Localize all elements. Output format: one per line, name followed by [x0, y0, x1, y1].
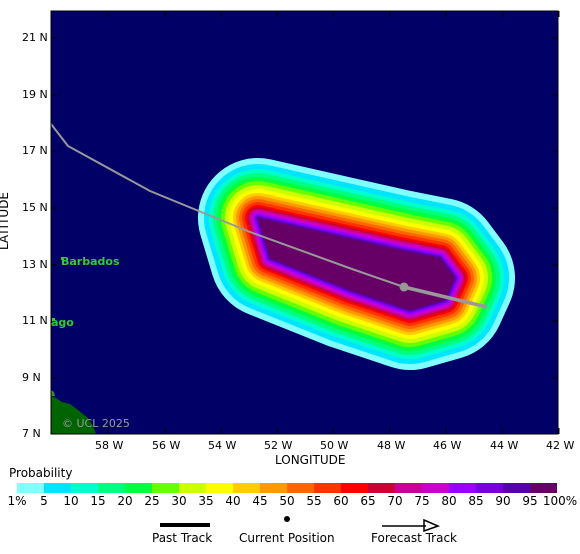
probability-legend-title: Probability — [9, 466, 73, 480]
colorbar-segment-17 — [476, 483, 503, 493]
scale-label: 40 — [225, 494, 241, 508]
forecast-track-label: Forecast Track — [371, 531, 457, 545]
tobago-marker — [52, 318, 55, 321]
land-coast-detail — [51, 390, 55, 396]
scale-label: 60 — [333, 494, 349, 508]
colorbar-segment-6 — [179, 483, 206, 493]
scale-label: 100% — [542, 494, 578, 508]
colorbar-segment-2 — [71, 483, 98, 493]
colorbar-segment-7 — [206, 483, 233, 493]
x-tick-label: 50 W — [320, 439, 349, 452]
land-south-america — [51, 396, 96, 434]
barbados-marker — [61, 257, 64, 260]
x-tick-label: 52 W — [264, 439, 293, 452]
y-axis-title: LATITUDE — [0, 191, 12, 251]
strike-probability-map — [50, 10, 560, 435]
current-position-label: Current Position — [239, 531, 335, 545]
scale-label: 5 — [40, 494, 48, 508]
tobago-label: ago — [51, 316, 74, 329]
colorbar-segment-13 — [368, 483, 395, 493]
colorbar-segment-3 — [98, 483, 125, 493]
x-tick-label: 48 W — [377, 439, 406, 452]
colorbar-segment-10 — [287, 483, 314, 493]
scale-label: 45 — [252, 494, 268, 508]
current-position-symbol — [284, 516, 290, 522]
scale-label: 65 — [360, 494, 376, 508]
scale-label: 95 — [522, 494, 538, 508]
colorbar-segment-14 — [395, 483, 422, 493]
past-track-line — [50, 123, 405, 288]
forecast-track-line — [403, 285, 488, 309]
y-tick-label: 7 N — [22, 427, 41, 440]
y-tick-label: 21 N — [22, 31, 48, 44]
x-tick-label: 44 W — [490, 439, 519, 452]
track-legend-symbols — [160, 516, 441, 532]
scale-label: 35 — [198, 494, 214, 508]
map-frame — [50, 10, 559, 435]
colorbar-segment-5 — [152, 483, 179, 493]
y-tick-label: 17 N — [22, 144, 48, 157]
scale-label: 70 — [387, 494, 403, 508]
past-track-label: Past Track — [152, 531, 213, 545]
scale-label: 30 — [171, 494, 187, 508]
scale-label: 75 — [414, 494, 430, 508]
colorbar-segment-12 — [341, 483, 368, 493]
scale-label: 15 — [90, 494, 106, 508]
y-tick-label: 19 N — [22, 88, 48, 101]
scale-label: 20 — [117, 494, 133, 508]
x-tick-label: 58 W — [95, 439, 124, 452]
colorbar-segment-9 — [260, 483, 287, 493]
colorbar-segment-18 — [503, 483, 530, 493]
current-position-marker — [399, 282, 409, 292]
colorbar-segment-11 — [314, 483, 341, 493]
scale-label: 10 — [63, 494, 79, 508]
barbados-label: Barbados — [61, 255, 120, 268]
y-tick-label: 9 N — [22, 371, 41, 384]
scale-label: 55 — [306, 494, 322, 508]
forecast-arrow-icon — [423, 518, 441, 532]
colorbar-segment-15 — [422, 483, 449, 493]
scale-label: 1% — [7, 494, 27, 508]
scale-label: 85 — [468, 494, 484, 508]
probability-colorbar — [17, 483, 557, 493]
colorbar-segment-16 — [449, 483, 476, 493]
colorbar-segment-19 — [530, 483, 557, 493]
colorbar-segment-0 — [17, 483, 44, 493]
y-tick-label: 13 N — [22, 258, 48, 271]
x-tick-label: 46 W — [433, 439, 462, 452]
y-tick-label: 15 N — [22, 201, 48, 214]
colorbar-segment-8 — [233, 483, 260, 493]
x-tick-label: 42 W — [546, 439, 575, 452]
scale-label: 80 — [441, 494, 457, 508]
colorbar-segment-4 — [125, 483, 152, 493]
x-axis-title: LONGITUDE — [275, 453, 346, 467]
copyright-label: © UCL 2025 — [62, 417, 130, 430]
x-tick-label: 56 W — [152, 439, 181, 452]
scale-label: 25 — [144, 494, 160, 508]
colorbar-segment-1 — [44, 483, 71, 493]
axis-ticks — [51, 11, 560, 435]
scale-label: 50 — [279, 494, 295, 508]
x-tick-label: 54 W — [208, 439, 237, 452]
scale-label: 90 — [495, 494, 511, 508]
y-tick-label: 11 N — [22, 314, 48, 327]
probability-swath — [198, 158, 515, 370]
